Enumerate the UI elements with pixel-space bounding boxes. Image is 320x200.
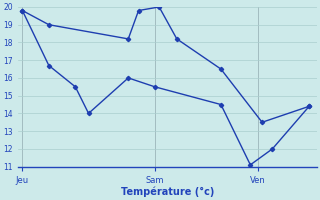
X-axis label: Température (°c): Température (°c) [121, 186, 214, 197]
